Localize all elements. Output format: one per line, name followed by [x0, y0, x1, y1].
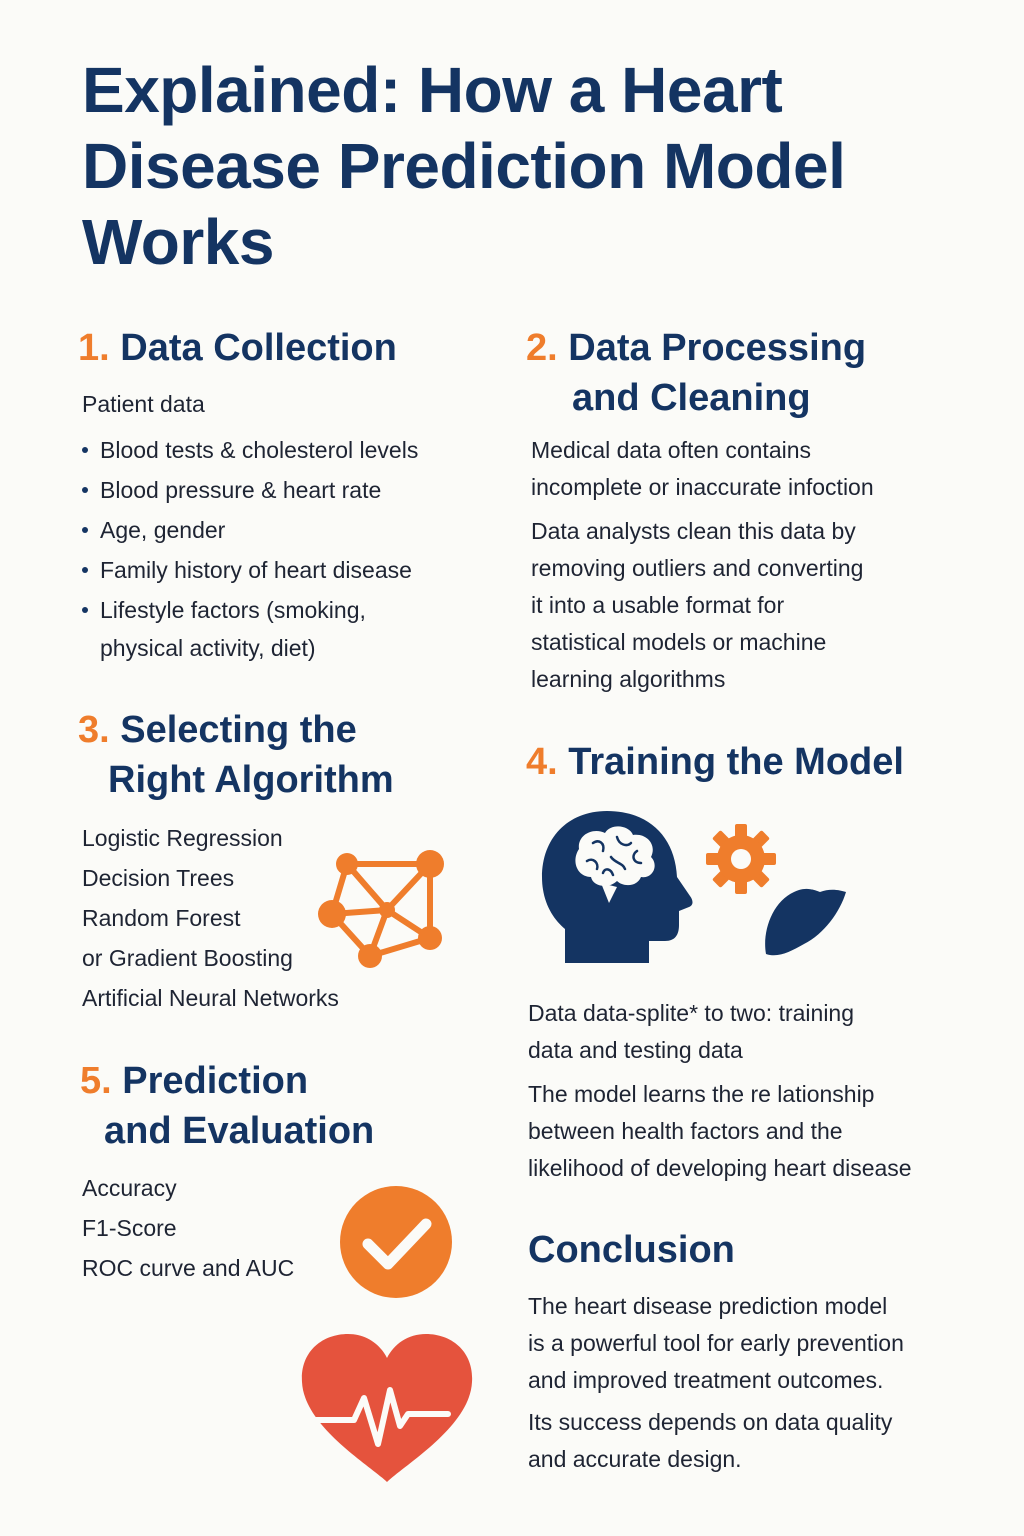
section-3-title-line2: Right Algorithm — [108, 759, 394, 801]
section-4-number: 4. — [526, 741, 558, 783]
organ-shape-icon — [765, 888, 846, 956]
gear-icon — [706, 824, 776, 894]
list-item: Family history of heart disease — [82, 550, 482, 590]
section-2-title-line1: Data Processing — [568, 327, 867, 369]
list-item: Decision Trees — [82, 865, 235, 891]
section-3-algorithm-list: Logistic Regression Decision Trees Rando… — [82, 818, 339, 1018]
section-2-heading: 2. Data Processing and Cleaning — [526, 323, 866, 423]
section-3-heading: 3. Selecting the Right Algorithm — [78, 705, 394, 805]
list-item: F1-Score — [82, 1215, 177, 1241]
section-2-paragraph-1: Medical data often contains incomplete o… — [531, 437, 874, 500]
section-4-heading: 4. Training the Model — [526, 737, 904, 787]
section-2-paragraph-2: Data analysts clean this data by removin… — [531, 518, 864, 692]
checkmark-circle-icon — [340, 1186, 452, 1298]
section-1-heading: 1. Data Collection — [78, 323, 397, 373]
section-5-heading: 5. Prediction and Evaluation — [80, 1056, 374, 1156]
section-3-title-line1: Selecting the — [120, 709, 357, 751]
section-5-title-line2: and Evaluation — [104, 1110, 375, 1152]
conclusion-paragraph-1: The heart disease prediction model is a … — [528, 1293, 904, 1393]
brain-head-icon — [542, 811, 693, 963]
conclusion-heading: Conclusion — [528, 1229, 735, 1271]
list-item: Accuracy — [82, 1175, 177, 1201]
section-3-number: 3. — [78, 709, 110, 751]
page-title: Explained: How a Heart Disease Predictio… — [82, 54, 846, 278]
section-2-number: 2. — [526, 327, 558, 369]
heartbeat-icon — [301, 1334, 473, 1482]
section-4-paragraph-2: The model learns the re lationship betwe… — [528, 1081, 912, 1181]
list-item: Lifestyle factors (smoking, physical acti… — [82, 590, 482, 666]
network-graph-icon — [318, 850, 444, 968]
list-item: Blood pressure & heart rate — [82, 470, 482, 510]
list-item: Age, gender — [82, 510, 482, 550]
section-4-title: Training the Model — [568, 741, 904, 783]
section-1-title: Data Collection — [120, 327, 397, 369]
list-item: Random Forest — [82, 905, 241, 931]
section-5-number: 5. — [80, 1060, 112, 1102]
list-item: Artificial Neural Networks — [82, 985, 339, 1011]
section-2-title-line2: and Cleaning — [572, 377, 811, 419]
list-item: or Gradient Boosting — [82, 945, 293, 971]
section-5-metric-list: Accuracy F1-Score ROC curve and AUC — [82, 1168, 294, 1288]
section-1-intro: Patient data — [82, 391, 205, 417]
conclusion-paragraph-2: Its success depends on data quality and … — [528, 1409, 893, 1472]
list-item: ROC curve and AUC — [82, 1255, 295, 1281]
section-1-bullet-list: Blood tests & cholesterol levels Blood p… — [82, 430, 482, 666]
list-item: Blood tests & cholesterol levels — [82, 430, 482, 470]
section-5-title-line1: Prediction — [122, 1060, 309, 1102]
list-item: Logistic Regression — [82, 825, 283, 851]
section-1-number: 1. — [78, 327, 110, 369]
section-4-paragraph-1: Data data-splite* to two: training data … — [528, 1000, 855, 1063]
